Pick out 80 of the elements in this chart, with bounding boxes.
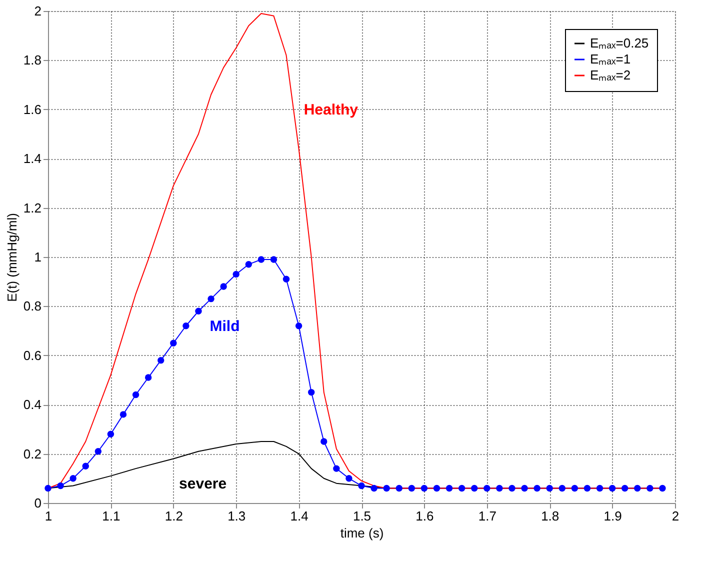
x-tick-label: 1.1 <box>102 508 120 524</box>
point <box>433 484 440 492</box>
point <box>232 270 240 278</box>
point <box>144 374 152 381</box>
point <box>170 340 177 346</box>
legend-label: Eₘₐₓ=2 <box>590 68 631 82</box>
y-tick-label: 0.4 <box>23 397 42 412</box>
y-tick-label: 1 <box>34 250 42 264</box>
y-tick-label: 1.4 <box>23 151 42 166</box>
y-tick-label: 0.2 <box>23 446 42 462</box>
point <box>634 484 641 492</box>
point <box>584 484 591 492</box>
annotation: Healthy <box>304 101 359 118</box>
point <box>282 276 290 282</box>
point <box>57 482 64 490</box>
x-tick-label: 1.6 <box>416 508 434 524</box>
y-tick-label: 0.6 <box>23 348 42 363</box>
point <box>346 475 352 482</box>
y-tick-label: 0 <box>34 496 42 510</box>
point <box>333 465 340 472</box>
legend-label: Eₘₐₓ=1 <box>590 52 631 66</box>
point <box>120 411 127 418</box>
x-tick-label: 1.9 <box>604 508 622 524</box>
annotation: severe <box>179 475 227 492</box>
point <box>94 448 102 455</box>
y-tick-label: 1.8 <box>23 52 42 68</box>
point <box>659 484 666 492</box>
point <box>608 484 616 492</box>
point <box>558 484 566 492</box>
point <box>44 484 52 492</box>
x-tick-label: 2 <box>672 508 680 524</box>
y-tick-label: 0.8 <box>23 298 42 314</box>
point <box>295 322 302 330</box>
legend-label: Eₘₐₓ=0.25 <box>590 36 649 50</box>
point <box>182 322 190 330</box>
point <box>220 283 227 290</box>
point <box>458 484 466 492</box>
x-tick-label: 1.2 <box>164 508 183 524</box>
y-tick-label: 1.6 <box>23 102 42 117</box>
point <box>370 484 378 492</box>
point <box>621 484 628 492</box>
point <box>308 388 315 396</box>
point <box>132 391 140 398</box>
y-tick-label: 1.2 <box>23 200 42 216</box>
point <box>646 484 654 492</box>
point <box>70 475 76 482</box>
point <box>420 484 428 492</box>
x-tick-label: 1.8 <box>541 508 560 524</box>
point <box>508 484 516 492</box>
point <box>446 484 453 492</box>
point <box>158 356 164 364</box>
point <box>496 484 503 492</box>
point <box>208 295 214 302</box>
point <box>534 484 540 492</box>
point <box>396 484 402 492</box>
point <box>546 484 553 492</box>
point <box>383 484 390 492</box>
point <box>258 256 265 263</box>
point <box>571 484 578 492</box>
point <box>408 484 416 492</box>
point <box>484 484 490 492</box>
annotation: Mild <box>210 318 240 335</box>
point <box>471 484 478 492</box>
point <box>521 484 528 492</box>
x-tick-label: 1.7 <box>478 508 496 524</box>
x-tick-label: 1.3 <box>228 508 246 524</box>
point <box>596 484 604 492</box>
y-axis-title: E(t) (mmHg/ml) <box>4 213 20 302</box>
point <box>320 438 328 445</box>
x-tick-label: 1.5 <box>352 508 372 524</box>
point <box>107 430 114 438</box>
point <box>245 261 252 268</box>
x-axis-title: time (s) <box>340 526 384 540</box>
x-tick-label: 1.4 <box>290 508 308 524</box>
point <box>358 482 365 490</box>
x-tick-label: 1 <box>44 508 52 524</box>
point <box>82 462 89 470</box>
point <box>270 256 278 263</box>
point <box>195 308 202 314</box>
y-tick-label: 2 <box>34 4 42 18</box>
